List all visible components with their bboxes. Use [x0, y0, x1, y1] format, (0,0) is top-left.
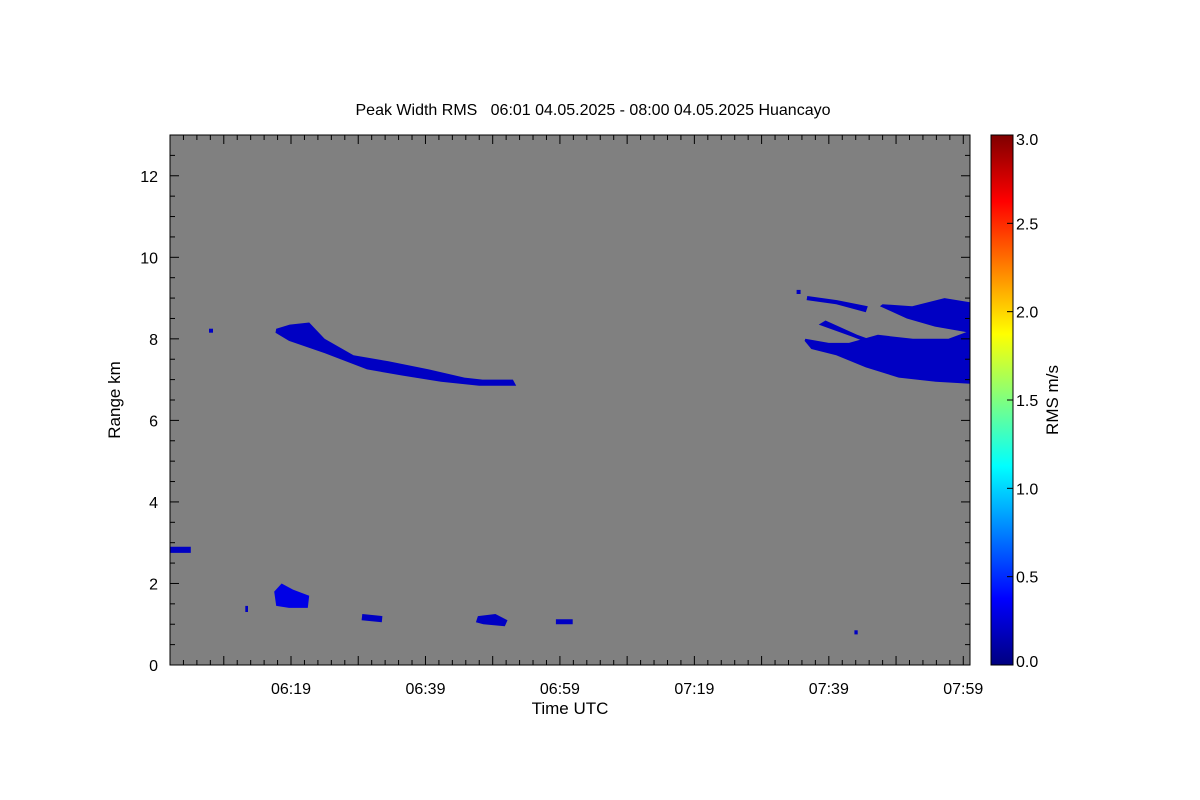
- x-tick-label: 06:19: [271, 681, 311, 698]
- y-tick-label: 8: [149, 332, 158, 349]
- y-tick-label: 4: [149, 495, 158, 512]
- colorbar-tick-label: 1.0: [1016, 481, 1038, 498]
- feature-upper-streak-2: [806, 296, 868, 313]
- y-tick-label: 10: [140, 250, 158, 267]
- feature-upper-layer-a: [275, 322, 517, 386]
- feature-upper-layer-b-top: [879, 298, 970, 333]
- colorbar-tick-label: 3.0: [1016, 132, 1038, 149]
- y-axis-ticks: 0 2 4 6 8 10 12: [140, 134, 970, 675]
- colorbar-tick-label: 2.5: [1016, 216, 1038, 233]
- feature-lower-patch-3: [361, 614, 383, 623]
- plot-area: [170, 135, 970, 665]
- x-tick-label: 07:59: [943, 681, 983, 698]
- feature-lower-patch-2: [170, 546, 191, 553]
- y-tick-label: 0: [149, 658, 158, 675]
- x-axis-ticks: 06:19 06:39 06:59 07:19 07:39 07:59: [169, 135, 983, 698]
- feature-upper-speck-1: [796, 289, 801, 294]
- colorbar-tick-label: 0.0: [1016, 654, 1038, 671]
- feature-lower-patch-5: [555, 619, 573, 625]
- feature-upper-streak-1: [818, 320, 886, 347]
- y-tick-label: 12: [140, 169, 158, 186]
- feature-lower-speck-1: [245, 605, 248, 612]
- feature-upper-layer-b-main: [804, 330, 970, 384]
- colorbar-ticks: 0.0 0.5 1.0 1.5 2.0 2.5 3.0: [1007, 132, 1038, 671]
- colorbar-tick-label: 2.0: [1016, 305, 1038, 322]
- feature-upper-speck-2: [209, 328, 213, 333]
- feature-lower-speck-2: [854, 630, 858, 635]
- feature-lower-patch-1: [274, 583, 310, 608]
- y-tick-label: 2: [149, 576, 158, 593]
- chart-title: Peak Width RMS 06:01 04.05.2025 - 08:00 …: [356, 102, 831, 119]
- y-tick-label: 6: [149, 413, 158, 430]
- data-features: [170, 289, 970, 635]
- colorbar-tick-label: 0.5: [1016, 570, 1038, 587]
- x-tick-label: 07:39: [809, 681, 849, 698]
- feature-lower-patch-4: [475, 614, 508, 627]
- y-axis-label: Range km: [105, 361, 124, 438]
- x-tick-label: 06:39: [405, 681, 445, 698]
- x-tick-label: 06:59: [540, 681, 580, 698]
- colorbar-tick-label: 1.5: [1016, 393, 1038, 410]
- x-tick-label: 07:19: [674, 681, 714, 698]
- colorbar-label: RMS m/s: [1043, 365, 1062, 435]
- x-axis-label: Time UTC: [532, 699, 609, 718]
